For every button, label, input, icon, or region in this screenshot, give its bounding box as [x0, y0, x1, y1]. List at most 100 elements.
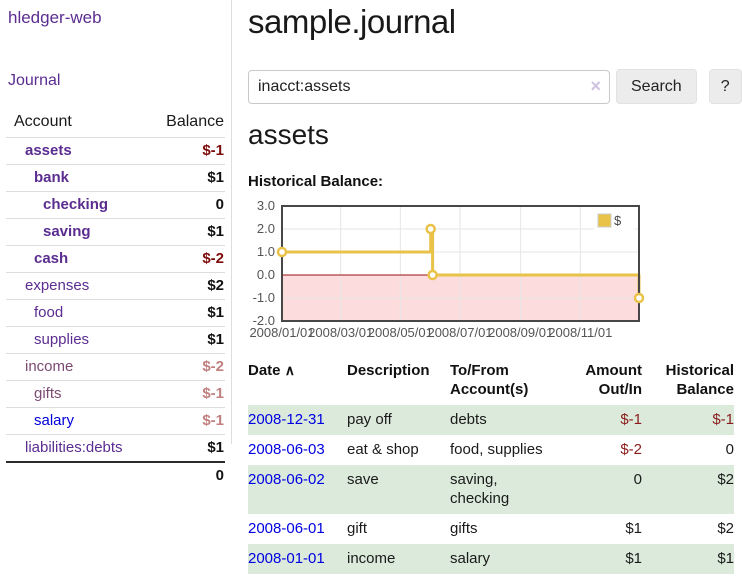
- balance-chart: 3.0 2.0 1.0 0.0 -1.0 -2.0 2008/01/01 2008/03/01…: [248, 200, 734, 350]
- y-tick-label: -1.0: [253, 290, 275, 305]
- transaction-date-link[interactable]: 2008-12-31: [248, 411, 325, 428]
- nav-journal-link[interactable]: Journal: [8, 72, 61, 89]
- balance-chart-svg: 3.0 2.0 1.0 0.0 -1.0 -2.02008/01/012008/03/01…: [249, 200, 645, 340]
- account-link[interactable]: saving: [43, 223, 91, 240]
- account-link[interactable]: income: [25, 358, 74, 375]
- x-tick-label: 2008/09/01: [488, 325, 553, 340]
- transaction-description: gift: [347, 520, 368, 537]
- account-row: income $-2: [6, 353, 225, 381]
- tofrom-column-header: To/From Account(s): [450, 362, 529, 398]
- account-row: supplies $1: [6, 326, 225, 354]
- account-link[interactable]: cash: [34, 250, 69, 267]
- date-column-header[interactable]: Date ∧: [248, 362, 295, 379]
- account-balance: $-2: [145, 353, 225, 381]
- account-balance: 0: [145, 191, 225, 219]
- clear-search-icon[interactable]: ×: [590, 75, 601, 96]
- page-title: sample.journal: [248, 3, 456, 40]
- transaction-row: 2008-06-01 gift gifts $1 $2: [248, 514, 734, 544]
- account-link[interactable]: supplies: [34, 331, 90, 348]
- transaction-date-link[interactable]: 2008-06-02: [248, 471, 325, 488]
- transaction-description: eat & shop: [347, 441, 419, 458]
- transaction-description: income: [347, 550, 396, 567]
- y-tick-label: 2.0: [257, 221, 275, 236]
- historical-balance-column-header: Historical Balance: [665, 362, 734, 398]
- data-point[interactable]: [276, 246, 288, 258]
- data-point[interactable]: [633, 292, 645, 304]
- data-point[interactable]: [427, 269, 438, 281]
- account-link[interactable]: liabilities:debts: [25, 439, 123, 456]
- x-tick-label: 2008/05/01: [368, 325, 433, 340]
- account-row: checking 0: [6, 191, 225, 219]
- account-tree: Account Balance assets $-1 bank $1 checking 0…: [6, 110, 225, 489]
- transaction-row: 2008-01-01 income salary $1 $1: [248, 544, 734, 574]
- account-tree-header-row: Account Balance: [6, 110, 225, 138]
- transaction-accounts: gifts: [450, 520, 478, 537]
- account-row: liabilities:debts $1: [6, 434, 225, 462]
- transaction-row: 2008-12-31 pay off debts $-1 $-1: [248, 405, 734, 435]
- chart-title: Historical Balance:: [248, 173, 384, 190]
- account-link[interactable]: expenses: [25, 277, 90, 294]
- account-row: expenses $2: [6, 272, 225, 300]
- account-row: cash $-2: [6, 245, 225, 273]
- search-button[interactable]: Search: [616, 69, 697, 104]
- transaction-balance: $2: [717, 471, 734, 488]
- account-row: assets $-1: [6, 137, 225, 165]
- account-link[interactable]: assets: [25, 142, 72, 159]
- account-link[interactable]: salary: [34, 412, 75, 429]
- total-row: 0: [6, 461, 225, 489]
- transaction-balance: $2: [717, 520, 734, 537]
- x-tick-label: 2008/11/01: [548, 325, 612, 340]
- register-rows: 2008-12-31 pay off debts $-1 $-1 2008-06-03 ea…: [248, 405, 734, 574]
- account-row: salary $-1: [6, 407, 225, 435]
- account-link[interactable]: food: [34, 304, 64, 321]
- account-balance: $1: [145, 434, 225, 462]
- help-button[interactable]: ?: [708, 69, 742, 104]
- account-link[interactable]: bank: [34, 169, 70, 186]
- plot-border: [281, 205, 640, 322]
- search-input[interactable]: [248, 69, 610, 104]
- transaction-description: save: [347, 471, 379, 488]
- account-balance: $1: [145, 164, 225, 192]
- transaction-date-link[interactable]: 2008-06-01: [248, 520, 325, 537]
- transaction-row: 2008-06-02 save saving, checking 0 $2: [248, 465, 734, 514]
- account-heading: assets: [248, 119, 329, 150]
- x-tick-label: 2008/07/01: [427, 325, 492, 340]
- account-row: bank $1: [6, 164, 225, 192]
- transaction-amount: 0: [633, 471, 642, 488]
- transaction-accounts: food, supplies: [450, 441, 543, 458]
- amount-column-header: Amount Out/In: [585, 362, 642, 398]
- x-tick-label: 2008/01/01: [249, 325, 314, 340]
- x-tick-label: 2008/03/01: [308, 325, 373, 340]
- app-title-link[interactable]: hledger-web: [8, 8, 102, 27]
- account-column-header: Account: [14, 113, 72, 130]
- account-balance: $-1: [145, 407, 225, 435]
- account-rows: assets $-1 bank $1 checking 0 saving $1 cash $-2 e…: [6, 137, 225, 462]
- transaction-accounts: debts: [450, 411, 487, 428]
- total-balance: 0: [145, 461, 225, 489]
- account-balance: $-2: [145, 245, 225, 273]
- y-tick-label: 1.0: [257, 244, 275, 259]
- y-tick-label: 0.0: [257, 267, 275, 282]
- data-point[interactable]: [425, 223, 436, 235]
- search-box: ×: [248, 69, 610, 104]
- transaction-balance: $-1: [712, 411, 734, 428]
- sort-ascending-icon: ∧: [284, 362, 295, 378]
- account-link[interactable]: gifts: [34, 385, 62, 402]
- sidebar: hledger-web Journal Account Balance asse…: [0, 0, 231, 489]
- register-table: Date ∧ Description To/From Account(s) Am…: [248, 358, 734, 574]
- transaction-date-link[interactable]: 2008-06-03: [248, 441, 325, 458]
- description-column-header: Description: [347, 362, 430, 379]
- transaction-amount: $1: [625, 550, 642, 567]
- legend-label: $: [614, 213, 622, 228]
- transaction-date-link[interactable]: 2008-01-01: [248, 550, 325, 567]
- legend-swatch-icon: [597, 213, 612, 228]
- transaction-row: 2008-06-03 eat & shop food, supplies $-2 0: [248, 435, 734, 465]
- account-link[interactable]: checking: [43, 196, 109, 213]
- main-content: sample.journal × Search ? assets Histori…: [248, 0, 742, 582]
- account-balance: $-1: [145, 137, 225, 165]
- account-row: saving $1: [6, 218, 225, 246]
- transaction-amount: $-1: [620, 411, 642, 428]
- y-tick-label: 3.0: [257, 200, 275, 213]
- sidebar-divider: [231, 0, 232, 444]
- account-balance: $1: [145, 326, 225, 354]
